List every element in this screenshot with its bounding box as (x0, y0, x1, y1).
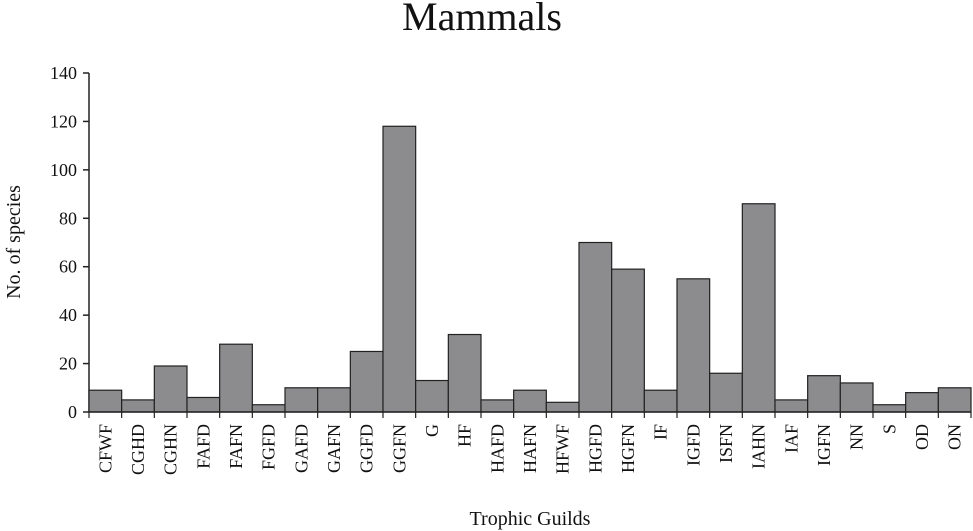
y-tick-label: 140 (50, 63, 77, 83)
bar-igfd (676, 278, 711, 413)
bar-hfwf (545, 401, 580, 413)
x-tick-label: OD (912, 424, 932, 450)
x-tick-label: CGHN (161, 424, 181, 475)
bar-s (872, 404, 907, 413)
x-tick-label: IF (651, 424, 671, 440)
y-axis-label: No. of species (3, 185, 25, 299)
x-axis-label: Trophic Guilds (470, 508, 591, 530)
bar-hgfn (611, 268, 645, 413)
bar-fgfd (251, 404, 286, 413)
bar-od (905, 392, 939, 413)
bar-hafn (513, 389, 547, 413)
x-tick-label: HAFD (487, 424, 507, 473)
y-tick-label: 40 (59, 305, 77, 325)
y-tick-label: 80 (59, 208, 77, 228)
x-tick-label: HF (455, 424, 475, 447)
chart-title: Mammals (402, 0, 562, 39)
x-tick-label: ISFN (716, 424, 736, 463)
bar-iaf (774, 399, 809, 413)
bar-gafd (284, 387, 319, 413)
y-tick-label: 0 (68, 402, 77, 422)
x-tick-label: IAF (781, 424, 801, 453)
bar-nn (839, 382, 874, 413)
x-tick-label: G (422, 424, 442, 437)
x-tick-label: GAFD (291, 424, 311, 473)
bar-iahn (741, 203, 776, 413)
x-tick-label: FAFD (193, 424, 213, 469)
x-tick-label: CFWF (95, 424, 115, 473)
bar-ggfd (349, 350, 384, 413)
x-tick-label: GAFN (324, 424, 344, 473)
y-tick-label: 20 (59, 354, 77, 374)
bar-cghd (121, 399, 155, 413)
x-tick-label: GGFN (389, 424, 409, 473)
x-tick-label: NN (847, 424, 867, 450)
x-tick-label: IGFD (683, 424, 703, 466)
x-tick-label: HGFD (585, 424, 605, 473)
bar-on (937, 387, 972, 413)
bar-isfn (709, 372, 743, 413)
x-tick-label: HAFN (520, 424, 540, 473)
y-tick-label: 120 (50, 111, 77, 131)
y-tick-label: 100 (50, 160, 77, 180)
y-axis: 0 20 40 60 80 100 120 140 (50, 63, 90, 422)
x-tick-label: HGFN (618, 424, 638, 473)
bar-cfwf (88, 389, 123, 413)
bar-ggfn (382, 125, 417, 413)
x-tick-label: GGFD (357, 424, 377, 473)
x-tick-label: CGHD (128, 424, 148, 475)
x-tick-label: IAHN (749, 424, 769, 469)
bar-fafn (219, 343, 253, 413)
x-tick-label: ON (945, 424, 965, 450)
bar-hf (447, 333, 482, 413)
bars (88, 125, 972, 413)
x-tick-label: FGFD (259, 424, 279, 470)
x-tick-label: HFWF (553, 424, 573, 474)
bar-fafd (186, 396, 221, 413)
bar-cghn (153, 365, 188, 413)
x-tick-label: IGFN (814, 424, 834, 466)
x-tick-label: S (879, 424, 899, 434)
bar-hgfd (578, 241, 613, 413)
x-tick-label: FAFN (226, 424, 246, 469)
bar-igfn (807, 375, 841, 413)
bar-if (643, 389, 678, 413)
bar-hafd (480, 399, 515, 413)
bar-g (415, 379, 449, 413)
y-tick-label: 60 (59, 257, 77, 277)
x-axis: CFWF CGHD CGHN FAFD FAFN FGFD GAFD GAFN GGFD GGFN… (88, 411, 972, 475)
bar-gafn (317, 387, 351, 413)
